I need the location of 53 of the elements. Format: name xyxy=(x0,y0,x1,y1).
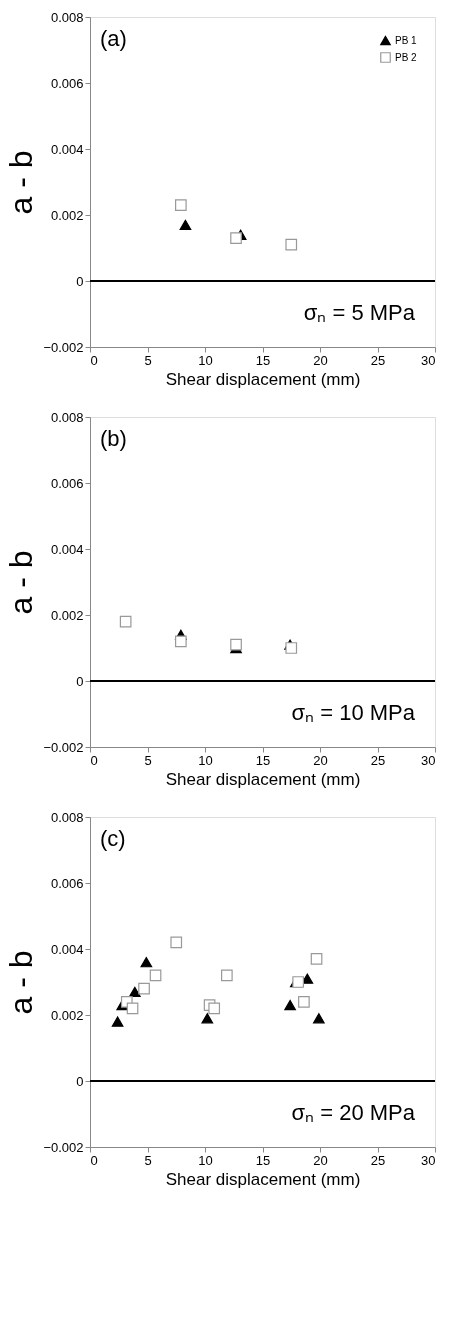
x-tick-label: 30 xyxy=(421,752,436,768)
x-tick-label: 30 xyxy=(421,1152,436,1168)
x-tick-label: 10 xyxy=(198,1152,213,1168)
x-tick-label: 25 xyxy=(370,1152,386,1168)
y-tick-label: 0.008 xyxy=(50,9,84,25)
x-tick-label: 15 xyxy=(255,352,271,368)
annotation: σₙ = 20 MPa xyxy=(291,1100,416,1125)
y-tick-label: 0 xyxy=(76,673,84,689)
y-tick-label: 0 xyxy=(76,1073,84,1089)
x-tick-label: 0 xyxy=(90,352,98,368)
x-tick-label: 25 xyxy=(370,752,386,768)
y-tick-label: 0.004 xyxy=(50,941,84,957)
x-tick-label: 10 xyxy=(198,352,213,368)
x-axis-title: Shear displacement (mm) xyxy=(165,1169,361,1189)
y-tick-label: 0.002 xyxy=(50,1007,84,1023)
x-tick-label: 30 xyxy=(421,352,436,368)
y-tick-label: 0.008 xyxy=(50,809,84,825)
x-tick-label: 5 xyxy=(144,752,152,768)
y-tick-label: 0.008 xyxy=(50,409,84,425)
y-tick-label: 0.006 xyxy=(50,75,84,91)
annotation: σₙ = 10 MPa xyxy=(291,700,416,725)
y-axis-title: a - b xyxy=(3,950,40,1015)
y-tick-label: 0.006 xyxy=(50,875,84,891)
y-tick-label: 0.006 xyxy=(50,475,84,491)
x-axis-title: Shear displacement (mm) xyxy=(165,369,361,389)
x-tick-label: 0 xyxy=(90,1152,98,1168)
annotation: σₙ = 5 MPa xyxy=(303,300,416,325)
y-tick-label: 0.002 xyxy=(50,207,84,223)
y-tick-label: −0.002 xyxy=(43,739,84,755)
legend-label: PB 1 xyxy=(395,34,418,46)
x-tick-label: 20 xyxy=(313,352,328,368)
x-tick-label: 20 xyxy=(313,752,328,768)
y-axis-title: a - b xyxy=(3,150,40,215)
annotation: (c) xyxy=(100,826,126,851)
y-tick-label: 0 xyxy=(76,273,84,289)
legend-label: PB 2 xyxy=(395,51,418,63)
annotation: (a) xyxy=(100,26,127,51)
x-tick-label: 5 xyxy=(144,1152,152,1168)
y-tick-label: −0.002 xyxy=(43,1139,84,1155)
annotation: (b) xyxy=(100,426,127,451)
x-tick-label: 15 xyxy=(255,752,271,768)
x-tick-label: 15 xyxy=(255,1152,271,1168)
x-tick-label: 5 xyxy=(144,352,152,368)
x-tick-label: 25 xyxy=(370,352,386,368)
x-tick-label: 10 xyxy=(198,752,213,768)
x-tick-label: 20 xyxy=(313,1152,328,1168)
x-tick-label: 0 xyxy=(90,752,98,768)
y-tick-label: 0.002 xyxy=(50,607,84,623)
y-tick-label: −0.002 xyxy=(43,339,84,355)
y-axis-title: a - b xyxy=(3,550,40,615)
x-axis-title: Shear displacement (mm) xyxy=(165,769,361,789)
y-tick-label: 0.004 xyxy=(50,141,84,157)
y-tick-label: 0.004 xyxy=(50,541,84,557)
